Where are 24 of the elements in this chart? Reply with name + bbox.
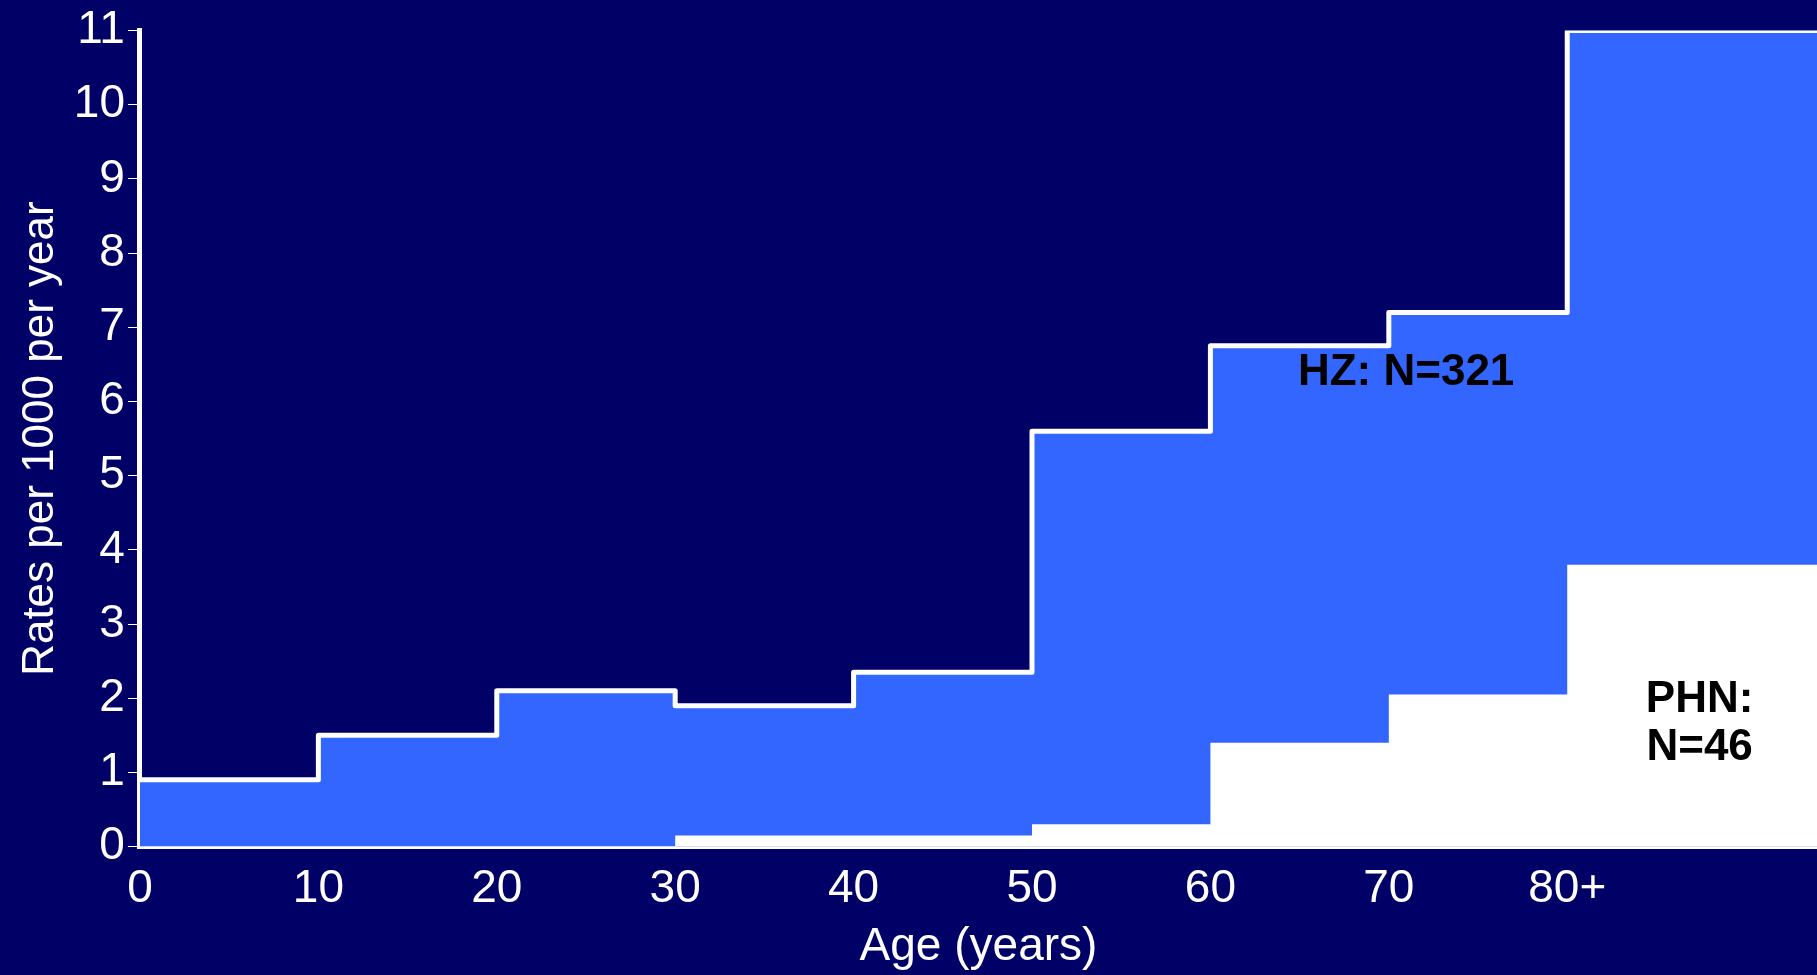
y-tick-label: 5 bbox=[99, 446, 125, 499]
x-tick-label: 20 bbox=[471, 859, 523, 912]
y-axis-title: Rates per 1000 per year bbox=[12, 201, 62, 676]
x-tick-label: 40 bbox=[828, 859, 880, 912]
x-tick-label: 80+ bbox=[1528, 859, 1607, 912]
y-tick-label: 11 bbox=[77, 1, 125, 54]
y-tick-label: 8 bbox=[99, 223, 125, 276]
y-tick-label: 3 bbox=[99, 594, 125, 647]
y-tick-label: 9 bbox=[99, 149, 125, 202]
y-tick-label: 0 bbox=[99, 817, 125, 870]
x-tick-label: 10 bbox=[292, 859, 344, 912]
y-tick-label: 10 bbox=[73, 75, 125, 128]
y-tick-label: 2 bbox=[99, 668, 125, 721]
x-tick-label: 70 bbox=[1363, 859, 1415, 912]
x-tick-label: 50 bbox=[1006, 859, 1058, 912]
y-tick-label: 1 bbox=[99, 743, 125, 796]
y-tick-label: 6 bbox=[99, 372, 125, 425]
x-tick-label: 60 bbox=[1184, 859, 1236, 912]
annotation: PHN: N=46 bbox=[1645, 672, 1754, 770]
y-tick-label: 7 bbox=[99, 298, 125, 351]
y-tick-label: 4 bbox=[99, 520, 125, 573]
annotation: HZ: N=321 bbox=[1297, 345, 1515, 395]
x-axis-title: Age (years) bbox=[859, 918, 1098, 971]
x-tick-label: 30 bbox=[649, 859, 701, 912]
